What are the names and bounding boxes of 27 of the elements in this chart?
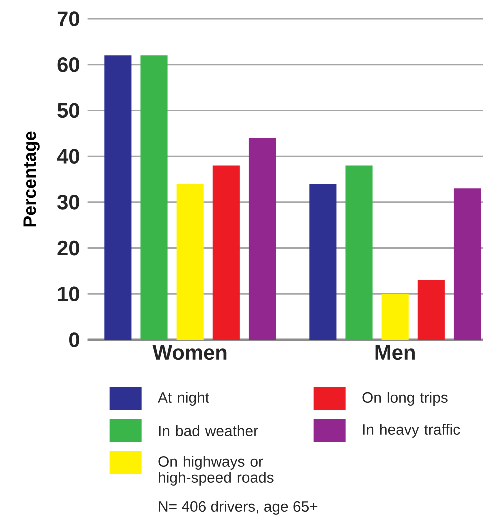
y-tick-label: 10: [58, 286, 80, 302]
y-tick-label: 50: [58, 103, 80, 118]
y-axis-title: Percentage: [24, 132, 40, 227]
y-tick-label: 40: [57, 149, 80, 164]
bar: [212, 166, 240, 340]
bar: [382, 294, 409, 340]
text: N= 406 drivers, age 65+: [159, 501, 318, 515]
legend-label: In bad weather: [159, 426, 258, 436]
bar: [176, 184, 204, 340]
bar: [454, 188, 482, 340]
x-tick-label: Men: [376, 346, 416, 360]
y-tick-label: 20: [58, 240, 80, 256]
legend-label: On highways or high-speed roads: [158, 456, 274, 486]
bar: [249, 138, 276, 340]
legend-label: In heavy traffic: [363, 424, 460, 438]
y-tick-label: 60: [58, 57, 80, 72]
y-tick-label: 70: [58, 12, 80, 26]
x-tick-label: Women: [152, 346, 227, 360]
bar: [140, 56, 168, 340]
y-tick-label: 0: [70, 332, 80, 348]
legend-label: At night: [158, 392, 210, 406]
bar: [346, 166, 373, 340]
bar: [104, 56, 132, 340]
y-tick-label: 30: [58, 195, 80, 210]
bar: [418, 280, 446, 340]
bar: [310, 184, 337, 340]
legend-label: On long trips: [362, 392, 448, 406]
